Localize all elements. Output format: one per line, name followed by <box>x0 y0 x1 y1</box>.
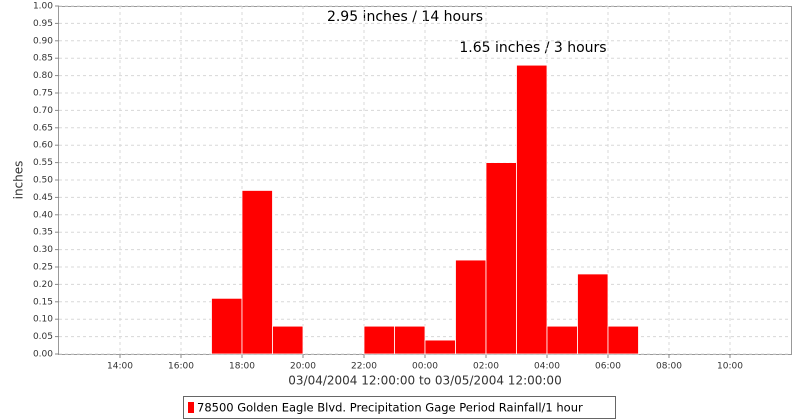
x-tick-label: 10:00 <box>717 362 743 372</box>
bar <box>516 64 548 355</box>
bar <box>455 259 487 355</box>
y-axis-label: inches <box>12 161 26 200</box>
x-tick-label: 04:00 <box>534 362 560 372</box>
x-tick-label: 00:00 <box>412 362 438 372</box>
y-tick-label: 0.70 <box>33 106 53 116</box>
y-tick-label: 0.65 <box>33 123 53 133</box>
y-tick-label: 0.10 <box>33 315 53 325</box>
annotation: 2.95 inches / 14 hours <box>327 9 483 25</box>
legend-label: 78500 Golden Eagle Blvd. Precipitation G… <box>197 401 583 415</box>
x-axis-label: 03/04/2004 12:00:00 to 03/05/2004 12:00:… <box>288 374 561 388</box>
y-tick-label: 0.05 <box>33 332 53 342</box>
y-tick-label: 0.20 <box>33 280 53 290</box>
x-tick-label: 14:00 <box>107 362 133 372</box>
y-tick-label: 0.55 <box>33 158 53 168</box>
x-tick-label: 22:00 <box>351 362 377 372</box>
legend <box>183 396 616 419</box>
bar <box>363 325 395 355</box>
y-tick-label: 0.95 <box>33 19 53 29</box>
x-tick-label: 06:00 <box>595 362 621 372</box>
x-tick-label: 02:00 <box>473 362 499 372</box>
bar <box>272 325 304 355</box>
bar <box>424 339 456 355</box>
bar <box>546 325 578 355</box>
annotation: 1.65 inches / 3 hours <box>459 40 606 56</box>
y-tick-label: 0.80 <box>33 71 53 81</box>
y-tick-label: 1.00 <box>33 2 53 12</box>
bar <box>211 297 243 355</box>
y-tick-label: 0.50 <box>33 176 53 186</box>
bar <box>607 325 639 355</box>
y-tick-label: 0.00 <box>33 350 53 360</box>
bar <box>485 162 517 355</box>
y-tick-label: 0.40 <box>33 210 53 220</box>
bar <box>241 190 273 355</box>
y-tick-label: 0.75 <box>33 89 53 99</box>
x-tick-label: 18:00 <box>229 362 255 372</box>
y-tick-label: 0.45 <box>33 193 53 203</box>
x-tick-label: 08:00 <box>656 362 682 372</box>
y-tick-label: 0.85 <box>33 54 53 64</box>
x-tick-label: 16:00 <box>168 362 194 372</box>
y-tick-label: 0.60 <box>33 141 53 151</box>
legend-swatch <box>188 402 194 413</box>
y-tick-label: 0.90 <box>33 36 53 46</box>
bar <box>577 273 609 355</box>
y-tick-label: 0.30 <box>33 245 53 255</box>
bar <box>394 325 426 355</box>
y-tick-label: 0.25 <box>33 263 53 273</box>
y-tick-label: 0.35 <box>33 228 53 238</box>
x-tick-label: 20:00 <box>290 362 316 372</box>
y-tick-label: 0.15 <box>33 297 53 307</box>
